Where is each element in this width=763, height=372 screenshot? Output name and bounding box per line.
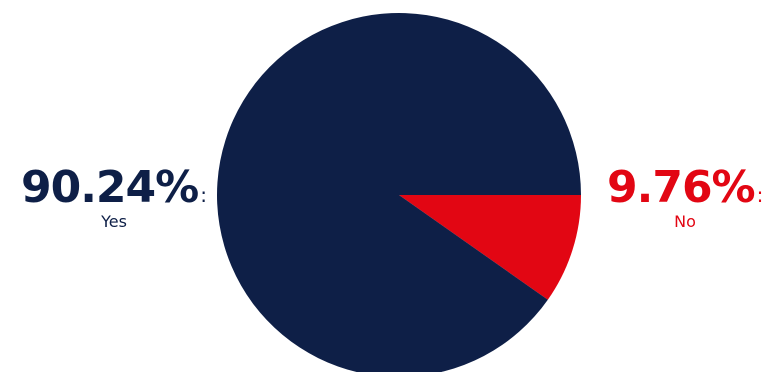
slice-no-separator: :	[756, 183, 763, 207]
pie-slice-yes	[217, 13, 581, 372]
slice-no-percent: 9.76%	[607, 162, 756, 213]
slice-yes-percent: 90.24%	[20, 162, 199, 213]
slice-yes-separator: :	[200, 183, 207, 207]
slice-no-label: No	[674, 212, 696, 231]
callout-yes: 90.24%: Yes	[14, 166, 214, 230]
callout-no: 9.76%: No	[607, 166, 763, 230]
slice-yes-label: Yes	[101, 212, 127, 231]
pie-slice-no	[399, 195, 581, 300]
